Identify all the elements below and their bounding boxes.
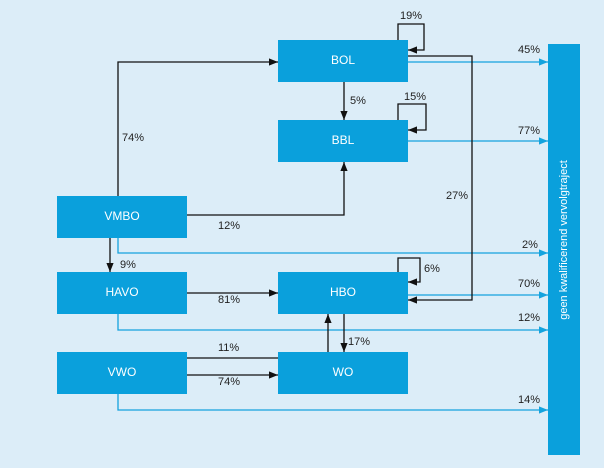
exit-lines (117, 58, 548, 414)
edge-label: 12% (518, 312, 540, 324)
node-label: VMBO (104, 209, 139, 223)
edge-label: 12% (218, 220, 240, 232)
edge-label: 2% (522, 239, 538, 251)
edge-label: 70% (518, 278, 540, 290)
node-label: BOL (331, 53, 355, 67)
edge-label: 74% (122, 132, 144, 144)
edge-label: 9% (120, 259, 136, 271)
node-box (278, 120, 408, 162)
edge-label: 14% (518, 394, 540, 406)
node-label: HAVO (105, 285, 138, 299)
edge-label: 17% (348, 336, 370, 348)
edge-label: 81% (218, 294, 240, 306)
node-label: WO (333, 365, 354, 379)
node-label: geen kwalificerend vervolgtraject (558, 160, 570, 320)
node-box (278, 272, 408, 314)
node-box (548, 44, 580, 455)
edge-label: 6% (424, 263, 440, 275)
node-label: VWO (108, 365, 137, 379)
node-box (57, 272, 187, 314)
edge-label: 15% (404, 91, 426, 103)
node-box (278, 40, 408, 82)
edge-label: 74% (218, 376, 240, 388)
edge-label: 19% (400, 10, 422, 22)
edge-label: 27% (446, 190, 468, 202)
edge-label: 11% (218, 342, 239, 354)
edge-label: 5% (350, 95, 366, 107)
edge-label: 45% (518, 44, 540, 56)
node-box (57, 352, 187, 394)
node-label: BBL (332, 133, 355, 147)
node-box (278, 352, 408, 394)
node-box (57, 196, 187, 238)
node-label: HBO (330, 285, 356, 299)
edge-label: 77% (518, 125, 540, 137)
